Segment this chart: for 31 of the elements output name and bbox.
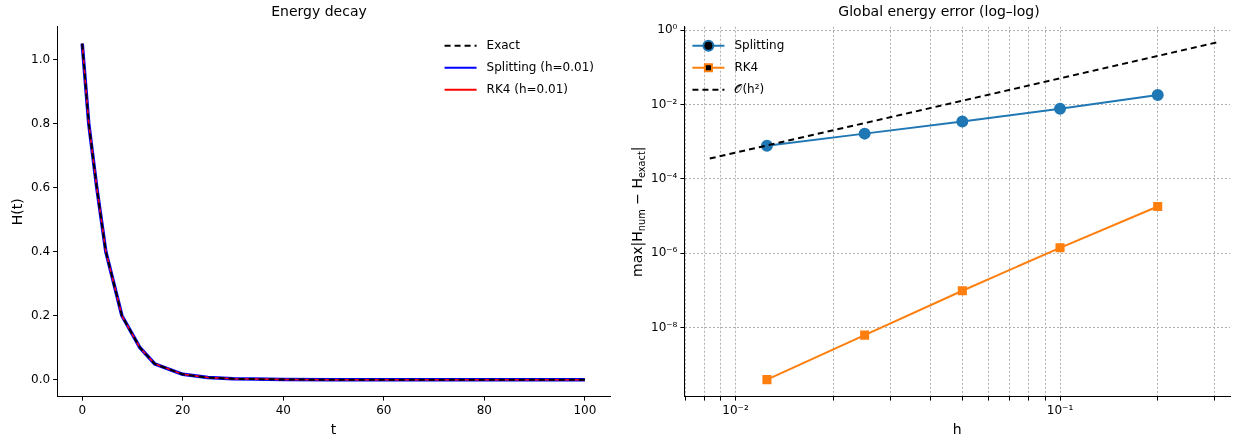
legend-label: Splitting (h=0.01) bbox=[486, 59, 595, 74]
x-tick-label: 60 bbox=[376, 402, 392, 417]
x-axis-title: t bbox=[330, 420, 337, 437]
y-tick-label: 0.4 bbox=[30, 243, 51, 258]
y-tick-label: 0.6 bbox=[30, 179, 51, 194]
x-tick-label: 100 bbox=[573, 402, 597, 417]
y-tick-label: 10⁰ bbox=[657, 22, 678, 37]
y-tick-label: 1.0 bbox=[30, 51, 51, 66]
x-tick-label: 40 bbox=[275, 402, 291, 417]
legend-label: RK4 (h=0.01) bbox=[486, 81, 568, 96]
y-tick-label: 10⁻² bbox=[650, 96, 678, 111]
y-tick-label: 0.2 bbox=[30, 307, 51, 322]
legend-label: Splitting bbox=[734, 37, 785, 52]
y-tick-label: 10⁻⁴ bbox=[650, 170, 678, 185]
x-axis-title: h bbox=[952, 420, 962, 437]
y-axis-title: max|Hnum − Hexact| bbox=[628, 146, 647, 277]
chart-title: Energy decay bbox=[271, 3, 367, 20]
y-tick-label: 0.8 bbox=[30, 115, 51, 130]
y-axis-title: H(t) bbox=[8, 198, 25, 226]
y-tick-label: 10⁻⁸ bbox=[650, 319, 678, 334]
x-tick-label: 10⁻² bbox=[722, 402, 749, 417]
legend-label: Exact bbox=[486, 37, 521, 52]
x-tick-label: 0 bbox=[78, 402, 87, 417]
x-tick-label: 80 bbox=[476, 402, 492, 417]
chart-title: Global energy error (log–log) bbox=[838, 3, 1040, 20]
legend-label: 𝒪(h²) bbox=[734, 81, 765, 96]
legend-label: RK4 bbox=[734, 59, 759, 74]
x-tick-label: 20 bbox=[175, 402, 191, 417]
x-tick-label: 10⁻¹ bbox=[1046, 402, 1074, 417]
y-tick-label: 10⁻⁶ bbox=[650, 245, 678, 260]
y-tick-label: 0.0 bbox=[30, 371, 51, 386]
